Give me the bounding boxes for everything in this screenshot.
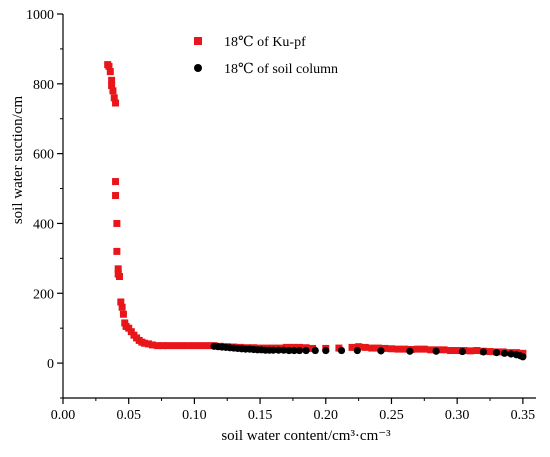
data-point-square bbox=[119, 310, 127, 318]
data-point-square bbox=[112, 178, 120, 186]
data-point-square bbox=[177, 342, 185, 350]
legend-marker-circle bbox=[194, 64, 202, 72]
data-point-square bbox=[204, 342, 212, 350]
data-point-square bbox=[394, 345, 402, 353]
data-point-square bbox=[144, 340, 152, 348]
data-point-square bbox=[473, 347, 481, 355]
data-point-square bbox=[355, 343, 363, 351]
data-point-circle bbox=[290, 346, 298, 355]
data-point-circle bbox=[269, 346, 277, 354]
data-point-square bbox=[197, 342, 205, 350]
data-point-circle bbox=[353, 346, 361, 355]
legend-label: 18℃ of soil column bbox=[224, 62, 338, 77]
data-point-circle bbox=[492, 349, 501, 357]
data-point-circle bbox=[280, 346, 288, 354]
data-point-square bbox=[112, 99, 120, 107]
data-point-square bbox=[447, 347, 455, 355]
x-axis-title: soil water content/cm³·cm⁻³ bbox=[221, 428, 391, 444]
data-point-square bbox=[105, 62, 113, 70]
x-tick-label: 0.30 bbox=[445, 408, 470, 423]
data-point-square bbox=[113, 219, 121, 227]
data-points bbox=[104, 61, 527, 361]
x-tick-label: 0.20 bbox=[314, 408, 339, 423]
data-point-square bbox=[184, 342, 192, 350]
data-point-square bbox=[106, 68, 114, 76]
data-point-circle bbox=[285, 346, 293, 355]
data-point-square bbox=[453, 347, 461, 355]
data-point-square bbox=[466, 347, 474, 355]
x-tick-label: 0.25 bbox=[379, 408, 404, 423]
legend-marker-square bbox=[194, 37, 202, 45]
data-point-circle bbox=[337, 346, 346, 355]
data-point-circle bbox=[432, 347, 440, 355]
y-tick-label: 200 bbox=[33, 287, 54, 302]
data-point-square bbox=[108, 82, 116, 90]
x-tick-label: 0.00 bbox=[51, 408, 76, 423]
data-point-square bbox=[414, 345, 422, 353]
x-tick-label: 0.15 bbox=[248, 408, 273, 423]
data-point-square bbox=[387, 345, 395, 353]
data-point-square bbox=[348, 343, 356, 351]
data-point-circle bbox=[295, 346, 304, 355]
data-point-circle bbox=[311, 346, 319, 355]
data-point-circle bbox=[479, 348, 488, 356]
data-point-circle bbox=[302, 346, 310, 355]
series-2 bbox=[210, 342, 527, 361]
data-point-square bbox=[109, 87, 117, 95]
data-point-square bbox=[368, 344, 376, 352]
data-point-square bbox=[440, 346, 448, 354]
data-point-square bbox=[486, 348, 494, 356]
data-point-square bbox=[171, 342, 179, 350]
data-point-circle bbox=[377, 347, 385, 355]
data-point-square bbox=[401, 345, 409, 353]
data-point-square bbox=[112, 192, 120, 200]
data-point-square bbox=[282, 343, 290, 351]
data-point-square bbox=[427, 346, 435, 354]
y-tick-label: 800 bbox=[33, 78, 54, 93]
data-point-circle bbox=[322, 346, 330, 355]
data-point-square bbox=[381, 344, 389, 352]
y-axis-ticks: 0 200 400 600 800 1000 bbox=[26, 8, 63, 399]
y-tick-label: 1000 bbox=[26, 8, 54, 23]
data-point-square bbox=[140, 339, 148, 347]
data-point-square bbox=[118, 303, 126, 311]
data-point-square bbox=[164, 342, 172, 350]
y-axis-title: soil water suction/cm bbox=[10, 96, 26, 225]
data-point-circle bbox=[519, 353, 527, 361]
data-point-square bbox=[361, 343, 369, 351]
data-point-square bbox=[110, 94, 118, 102]
data-point-square bbox=[420, 345, 428, 353]
data-point-square bbox=[117, 298, 125, 306]
data-point-circle bbox=[500, 349, 509, 357]
y-tick-label: 0 bbox=[47, 357, 54, 372]
data-point-circle bbox=[458, 347, 467, 356]
y-tick-label: 600 bbox=[33, 148, 54, 163]
data-point-square bbox=[113, 247, 121, 255]
data-point-square bbox=[190, 342, 198, 350]
data-point-square bbox=[115, 273, 123, 281]
series-1 bbox=[104, 61, 527, 357]
data-point-square bbox=[374, 344, 382, 352]
data-point-square bbox=[148, 341, 156, 349]
y-tick-label: 400 bbox=[33, 217, 54, 232]
data-point-square bbox=[154, 342, 162, 350]
data-point-square bbox=[159, 342, 167, 350]
data-point-circle bbox=[406, 347, 414, 355]
x-tick-label: 0.35 bbox=[511, 408, 536, 423]
data-point-square bbox=[114, 265, 122, 273]
data-point-circle bbox=[507, 350, 515, 358]
x-tick-label: 0.10 bbox=[182, 408, 207, 423]
data-point-square bbox=[108, 76, 116, 84]
x-axis-ticks: 0.00 0.05 0.10 0.15 0.20 0.25 0.30 0.35 bbox=[51, 398, 535, 423]
x-tick-label: 0.05 bbox=[116, 408, 141, 423]
legend: 18℃ of Ku-pf 18℃ of soil column bbox=[194, 35, 338, 77]
data-point-circle bbox=[274, 346, 283, 354]
legend-label: 18℃ of Ku-pf bbox=[224, 35, 306, 50]
